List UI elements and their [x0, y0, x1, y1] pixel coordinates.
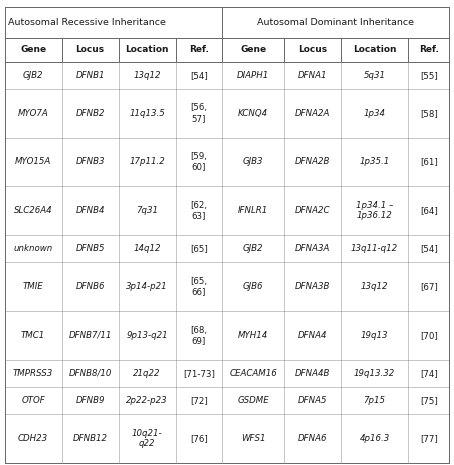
Text: TMIE: TMIE — [23, 282, 44, 291]
Text: SLC26A4: SLC26A4 — [14, 206, 52, 215]
Text: [58]: [58] — [420, 109, 438, 118]
Text: DFNB12: DFNB12 — [73, 434, 108, 443]
Text: DFNA2B: DFNA2B — [295, 158, 331, 166]
Text: Ref.: Ref. — [189, 45, 209, 54]
Text: 19q13.32: 19q13.32 — [354, 369, 395, 378]
Text: [59,
60]: [59, 60] — [191, 152, 207, 172]
Text: DFNA4: DFNA4 — [298, 331, 327, 340]
Text: DFNB5: DFNB5 — [75, 244, 105, 253]
Text: [54]: [54] — [420, 244, 438, 253]
Text: DIAPH1: DIAPH1 — [237, 71, 269, 80]
Text: 21q22: 21q22 — [133, 369, 161, 378]
Text: 7p15: 7p15 — [364, 396, 385, 405]
Text: Gene: Gene — [20, 45, 46, 54]
Text: DFNB1: DFNB1 — [75, 71, 105, 80]
Text: DFNA3A: DFNA3A — [295, 244, 331, 253]
Text: [68,
69]: [68, 69] — [190, 326, 207, 345]
Text: [67]: [67] — [420, 282, 438, 291]
Text: Autosomal Recessive Inheritance: Autosomal Recessive Inheritance — [8, 18, 166, 27]
Text: [64]: [64] — [420, 206, 438, 215]
Text: [56,
57]: [56, 57] — [190, 103, 207, 123]
Text: MYH14: MYH14 — [238, 331, 268, 340]
Text: [61]: [61] — [420, 158, 438, 166]
Text: TMC1: TMC1 — [21, 331, 45, 340]
Text: DFNA5: DFNA5 — [298, 396, 327, 405]
Text: DFNB4: DFNB4 — [75, 206, 105, 215]
Text: GJB3: GJB3 — [243, 158, 263, 166]
Bar — [222, 7, 449, 38]
Text: Locus: Locus — [75, 45, 105, 54]
Text: 3p14-p21: 3p14-p21 — [126, 282, 168, 291]
Text: GJB2: GJB2 — [243, 244, 263, 253]
Text: OTOF: OTOF — [21, 396, 45, 405]
Text: DFNB9: DFNB9 — [75, 396, 105, 405]
Text: DFNA1: DFNA1 — [298, 71, 327, 80]
Text: DFNA2C: DFNA2C — [295, 206, 331, 215]
Text: 13q12: 13q12 — [361, 282, 388, 291]
Text: IFNLR1: IFNLR1 — [238, 206, 268, 215]
Text: DFNB7/11: DFNB7/11 — [69, 331, 112, 340]
Text: 17p11.2: 17p11.2 — [129, 158, 165, 166]
Text: [74]: [74] — [420, 369, 438, 378]
Text: DFNA4B: DFNA4B — [295, 369, 331, 378]
Text: [54]: [54] — [190, 71, 208, 80]
Text: 13q11-q12: 13q11-q12 — [351, 244, 398, 253]
Text: [72]: [72] — [190, 396, 208, 405]
Text: GJB2: GJB2 — [23, 71, 43, 80]
Text: Autosomal Dominant Inheritance: Autosomal Dominant Inheritance — [257, 18, 415, 27]
Text: DFNB2: DFNB2 — [75, 109, 105, 118]
Text: 2p22-p23: 2p22-p23 — [126, 396, 168, 405]
Text: [55]: [55] — [420, 71, 438, 80]
Text: [77]: [77] — [420, 434, 438, 443]
Text: [65]: [65] — [190, 244, 208, 253]
Text: DFNA2A: DFNA2A — [295, 109, 331, 118]
Text: 1p35.1: 1p35.1 — [360, 158, 390, 166]
Text: KCNQ4: KCNQ4 — [238, 109, 268, 118]
Text: MYO15A: MYO15A — [15, 158, 51, 166]
Text: DFNB3: DFNB3 — [75, 158, 105, 166]
Text: CEACAM16: CEACAM16 — [229, 369, 277, 378]
Text: unknown: unknown — [14, 244, 53, 253]
Text: DFNA6: DFNA6 — [298, 434, 327, 443]
Text: Location: Location — [353, 45, 396, 54]
Text: [70]: [70] — [420, 331, 438, 340]
Text: [62,
63]: [62, 63] — [190, 201, 207, 220]
Text: 5q31: 5q31 — [364, 71, 385, 80]
Text: TMPRSS3: TMPRSS3 — [13, 369, 53, 378]
Text: [75]: [75] — [420, 396, 438, 405]
Text: 14q12: 14q12 — [133, 244, 161, 253]
Text: WFS1: WFS1 — [241, 434, 266, 443]
Text: [71-73]: [71-73] — [183, 369, 215, 378]
Text: 4p16.3: 4p16.3 — [360, 434, 390, 443]
Text: 7q31: 7q31 — [136, 206, 158, 215]
Text: DFNB6: DFNB6 — [75, 282, 105, 291]
Text: 1p34.1 –
1p36.12: 1p34.1 – 1p36.12 — [356, 201, 393, 220]
Text: Gene: Gene — [240, 45, 266, 54]
Text: 13q12: 13q12 — [133, 71, 161, 80]
Text: DFNB8/10: DFNB8/10 — [69, 369, 112, 378]
Text: 11q13.5: 11q13.5 — [129, 109, 165, 118]
Text: 9p13-q21: 9p13-q21 — [126, 331, 168, 340]
Text: 10q21-
q22: 10q21- q22 — [132, 429, 163, 448]
Text: 1p34: 1p34 — [364, 109, 385, 118]
Text: Locus: Locus — [298, 45, 327, 54]
Text: GSDME: GSDME — [237, 396, 269, 405]
Text: [65,
66]: [65, 66] — [190, 277, 207, 296]
Text: CDH23: CDH23 — [18, 434, 48, 443]
Text: Location: Location — [125, 45, 169, 54]
Text: 19q13: 19q13 — [361, 331, 388, 340]
Text: DFNA3B: DFNA3B — [295, 282, 331, 291]
Bar — [5, 7, 222, 38]
Text: MYO7A: MYO7A — [18, 109, 49, 118]
Text: Ref.: Ref. — [419, 45, 439, 54]
Text: [76]: [76] — [190, 434, 208, 443]
Text: GJB6: GJB6 — [243, 282, 263, 291]
